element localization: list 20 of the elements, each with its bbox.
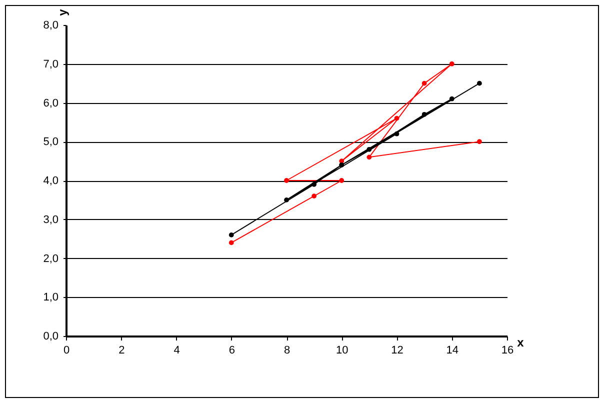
y-tick-label: 8,0	[43, 20, 58, 32]
x-tick-label: 10	[336, 344, 348, 356]
y-tick-label: 4,0	[43, 175, 58, 187]
x-tick-label: 4	[174, 344, 180, 356]
y-tick-label: 0,0	[43, 330, 58, 342]
x-tick-label: 12	[391, 344, 404, 356]
x-tick-label: 8	[284, 344, 290, 356]
x-tick-label: 0	[63, 344, 70, 356]
y-tick-label: 2,0	[43, 252, 58, 265]
y-tick-label: 1,0	[43, 292, 58, 304]
x-tick-label: 2	[118, 344, 125, 356]
x-axis-title: x	[517, 336, 524, 350]
y-axis-title: y	[56, 8, 70, 16]
x-tick-label: 14	[446, 344, 458, 356]
x-tick-label: 16	[501, 344, 514, 356]
y-tick-label: 5,0	[43, 136, 58, 148]
y-tick-label: 6,0	[43, 97, 58, 110]
x-tick-label: 6	[228, 344, 235, 356]
y-tick-label: 3,0	[43, 214, 58, 226]
y-tick-label: 7,0	[43, 58, 58, 70]
